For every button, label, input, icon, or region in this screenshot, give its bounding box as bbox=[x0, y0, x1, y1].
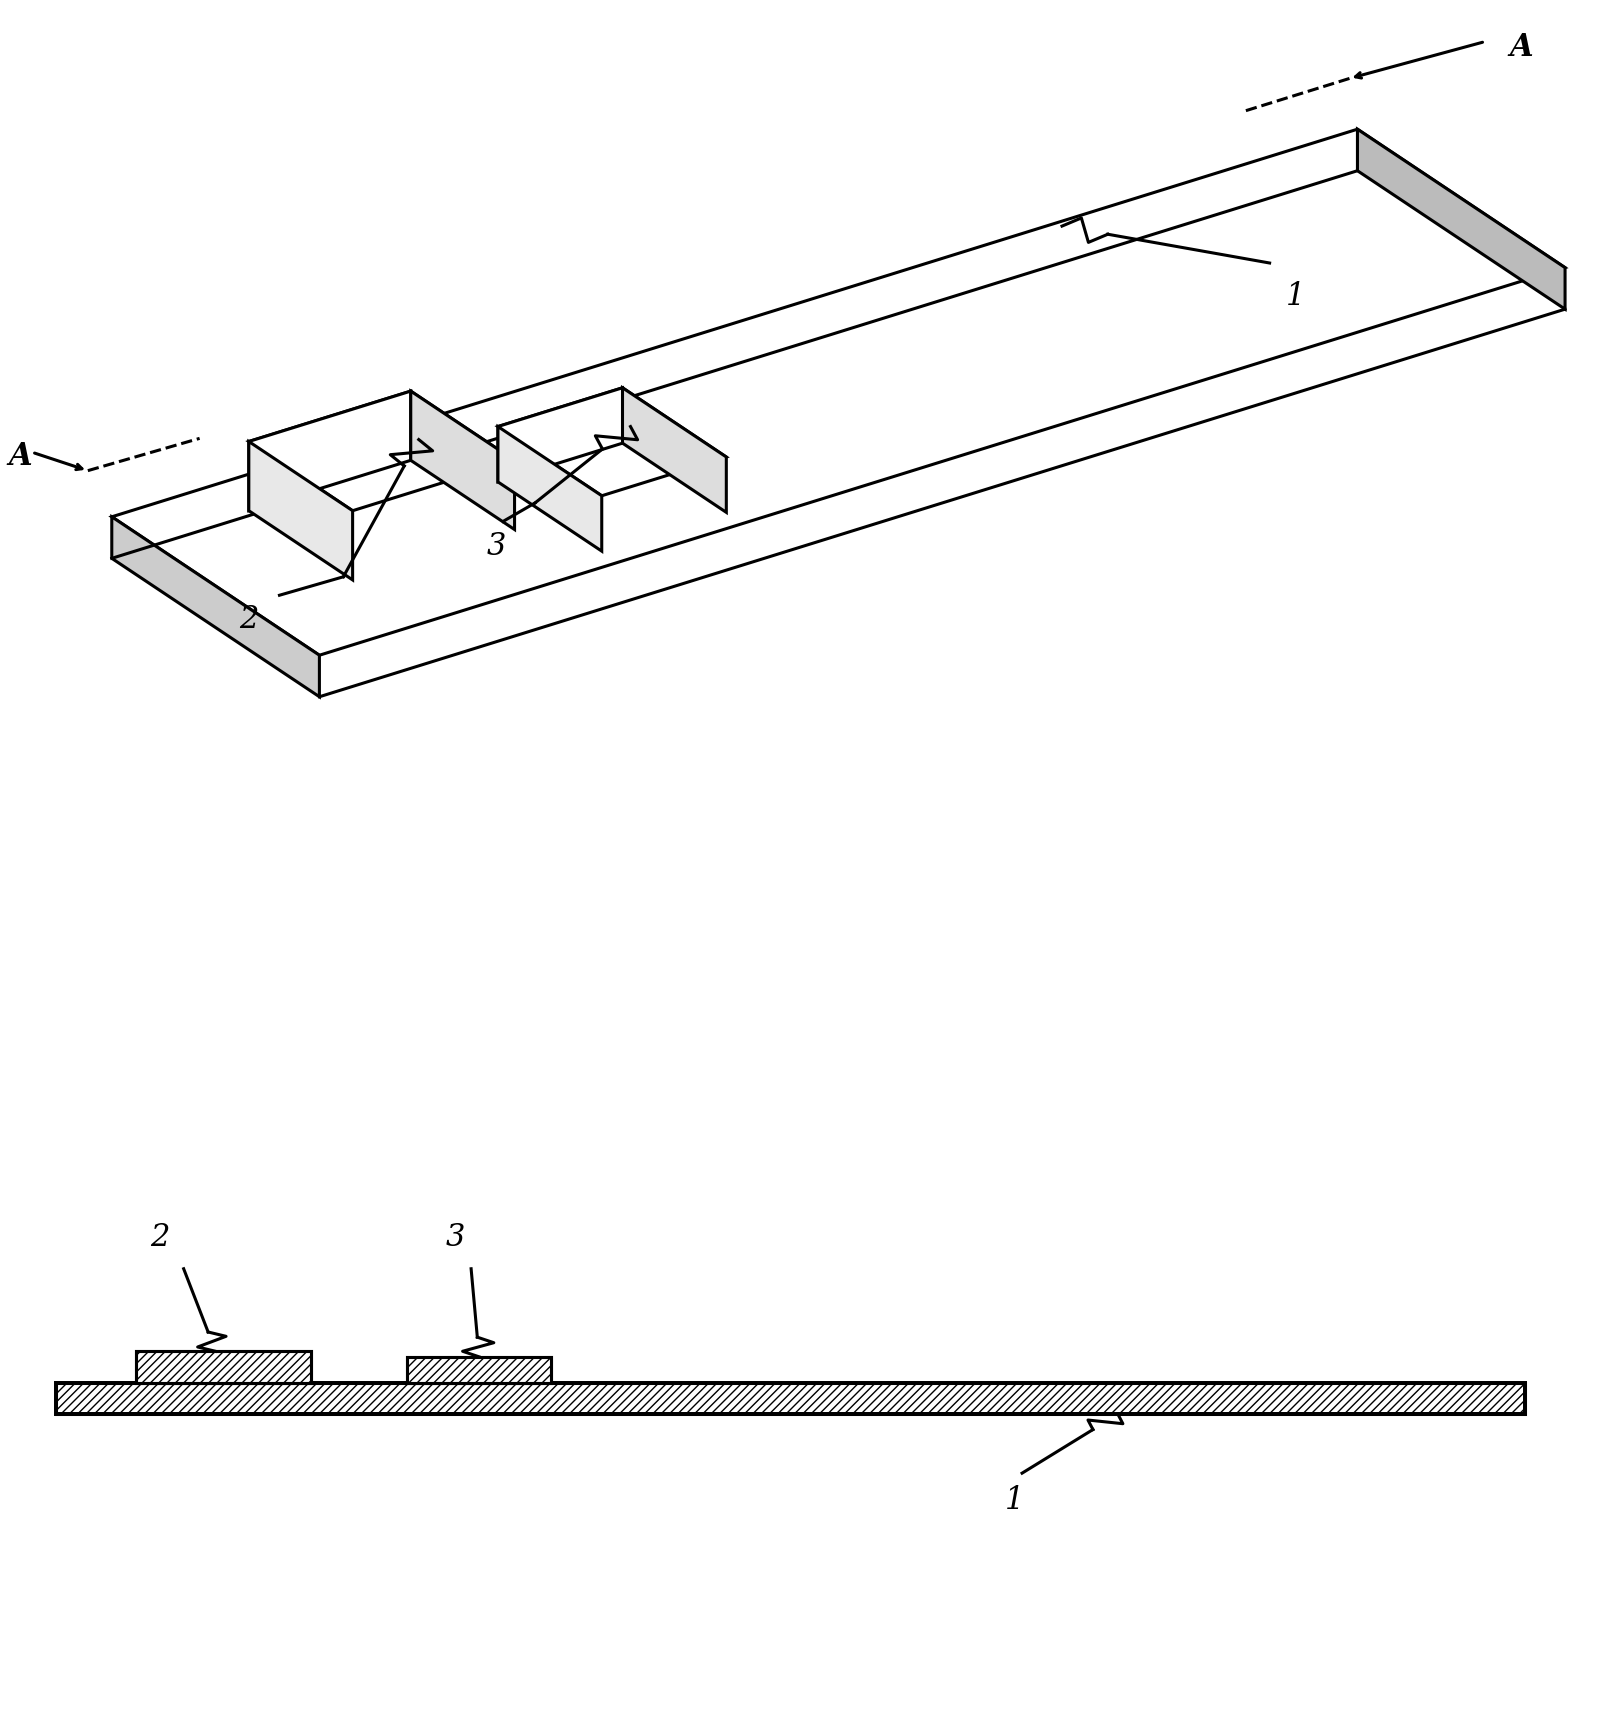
Polygon shape bbox=[112, 130, 1565, 655]
Polygon shape bbox=[498, 427, 602, 550]
Text: 2: 2 bbox=[240, 605, 259, 636]
Text: 1: 1 bbox=[1286, 282, 1305, 313]
Polygon shape bbox=[136, 1352, 311, 1383]
Text: A: A bbox=[8, 441, 32, 472]
Polygon shape bbox=[498, 388, 623, 482]
Polygon shape bbox=[249, 391, 514, 511]
Polygon shape bbox=[407, 1357, 551, 1383]
Text: 2: 2 bbox=[150, 1222, 169, 1253]
Text: A: A bbox=[1509, 32, 1533, 63]
Polygon shape bbox=[249, 391, 410, 511]
Polygon shape bbox=[498, 388, 727, 496]
Text: 3: 3 bbox=[487, 530, 506, 562]
Polygon shape bbox=[1357, 130, 1565, 309]
Text: 3: 3 bbox=[446, 1222, 465, 1253]
Polygon shape bbox=[249, 441, 353, 579]
Polygon shape bbox=[56, 1383, 1525, 1415]
Polygon shape bbox=[112, 516, 319, 697]
Polygon shape bbox=[623, 388, 727, 513]
Polygon shape bbox=[410, 391, 514, 530]
Text: 1: 1 bbox=[1005, 1485, 1024, 1516]
